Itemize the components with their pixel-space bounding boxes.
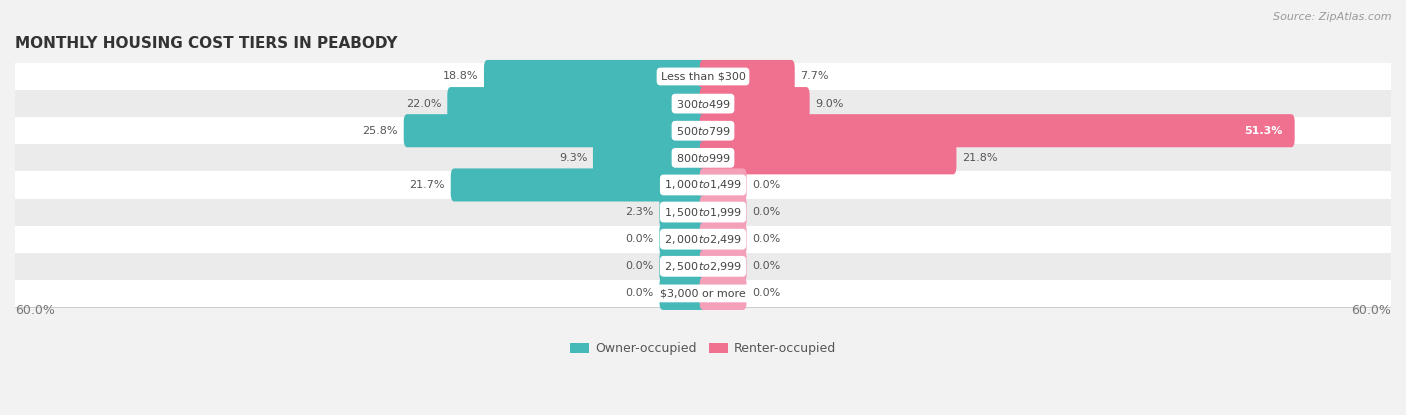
Text: $2,000 to $2,499: $2,000 to $2,499	[664, 233, 742, 246]
Text: 21.7%: 21.7%	[409, 180, 446, 190]
Text: Less than $300: Less than $300	[661, 71, 745, 81]
FancyBboxPatch shape	[700, 223, 747, 256]
FancyBboxPatch shape	[404, 114, 706, 147]
Text: $800 to $999: $800 to $999	[675, 152, 731, 164]
Text: 25.8%: 25.8%	[363, 126, 398, 136]
FancyBboxPatch shape	[659, 250, 706, 283]
Text: $1,000 to $1,499: $1,000 to $1,499	[664, 178, 742, 191]
FancyBboxPatch shape	[659, 195, 706, 229]
Text: 0.0%: 0.0%	[752, 207, 780, 217]
FancyBboxPatch shape	[451, 168, 706, 202]
Legend: Owner-occupied, Renter-occupied: Owner-occupied, Renter-occupied	[565, 337, 841, 360]
Bar	[0, 253, 1406, 280]
FancyBboxPatch shape	[593, 141, 706, 174]
Text: 22.0%: 22.0%	[406, 99, 441, 109]
Bar	[0, 171, 1406, 198]
Text: Source: ZipAtlas.com: Source: ZipAtlas.com	[1274, 12, 1392, 22]
Text: 0.0%: 0.0%	[626, 261, 654, 271]
FancyBboxPatch shape	[700, 60, 794, 93]
Text: 0.0%: 0.0%	[752, 288, 780, 298]
Text: 9.0%: 9.0%	[815, 99, 844, 109]
Text: 51.3%: 51.3%	[1244, 126, 1282, 136]
Text: $1,500 to $1,999: $1,500 to $1,999	[664, 205, 742, 219]
FancyBboxPatch shape	[484, 60, 706, 93]
FancyBboxPatch shape	[700, 277, 747, 310]
FancyBboxPatch shape	[700, 250, 747, 283]
Bar	[0, 226, 1406, 253]
Bar	[0, 117, 1406, 144]
FancyBboxPatch shape	[700, 87, 810, 120]
FancyBboxPatch shape	[700, 168, 747, 202]
Text: 2.3%: 2.3%	[626, 207, 654, 217]
Bar	[0, 280, 1406, 307]
Text: 0.0%: 0.0%	[752, 234, 780, 244]
Text: MONTHLY HOUSING COST TIERS IN PEABODY: MONTHLY HOUSING COST TIERS IN PEABODY	[15, 36, 398, 51]
Text: $2,500 to $2,999: $2,500 to $2,999	[664, 260, 742, 273]
FancyBboxPatch shape	[447, 87, 706, 120]
Text: 0.0%: 0.0%	[626, 234, 654, 244]
Text: 60.0%: 60.0%	[1351, 304, 1391, 317]
FancyBboxPatch shape	[700, 114, 1295, 147]
FancyBboxPatch shape	[659, 223, 706, 256]
Bar	[0, 63, 1406, 90]
Text: 21.8%: 21.8%	[962, 153, 998, 163]
FancyBboxPatch shape	[700, 141, 956, 174]
Text: 0.0%: 0.0%	[752, 180, 780, 190]
FancyBboxPatch shape	[659, 277, 706, 310]
Text: 0.0%: 0.0%	[752, 261, 780, 271]
Text: 0.0%: 0.0%	[626, 288, 654, 298]
Bar	[0, 198, 1406, 226]
Text: $3,000 or more: $3,000 or more	[661, 288, 745, 298]
Text: 18.8%: 18.8%	[443, 71, 478, 81]
Text: $500 to $799: $500 to $799	[675, 125, 731, 137]
FancyBboxPatch shape	[700, 195, 747, 229]
Text: 9.3%: 9.3%	[558, 153, 588, 163]
Text: 7.7%: 7.7%	[800, 71, 830, 81]
Bar	[0, 90, 1406, 117]
Text: 60.0%: 60.0%	[15, 304, 55, 317]
Bar	[0, 144, 1406, 171]
Text: $300 to $499: $300 to $499	[675, 98, 731, 110]
